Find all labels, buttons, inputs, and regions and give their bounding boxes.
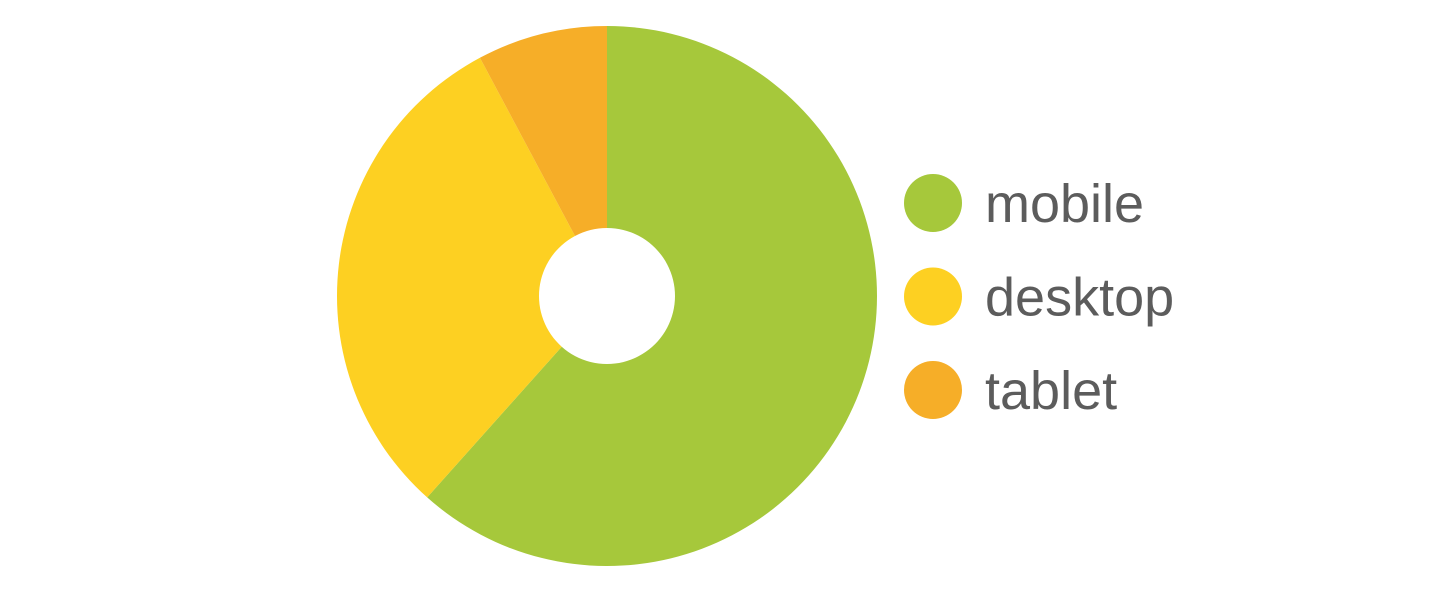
legend-label-tablet: tablet [985, 361, 1117, 421]
legend-label-mobile: mobile [985, 174, 1144, 234]
slices [336, 26, 877, 567]
legend-marker-mobile [904, 174, 962, 232]
legend: mobile desktop tablet [904, 174, 1174, 421]
legend-marker-tablet [904, 361, 962, 419]
slice-mobile [427, 26, 877, 567]
slice-tablet [479, 26, 607, 237]
legend-label-desktop: desktop [985, 268, 1174, 328]
legend-marker-desktop [904, 267, 962, 326]
slice-desktop [336, 57, 575, 498]
